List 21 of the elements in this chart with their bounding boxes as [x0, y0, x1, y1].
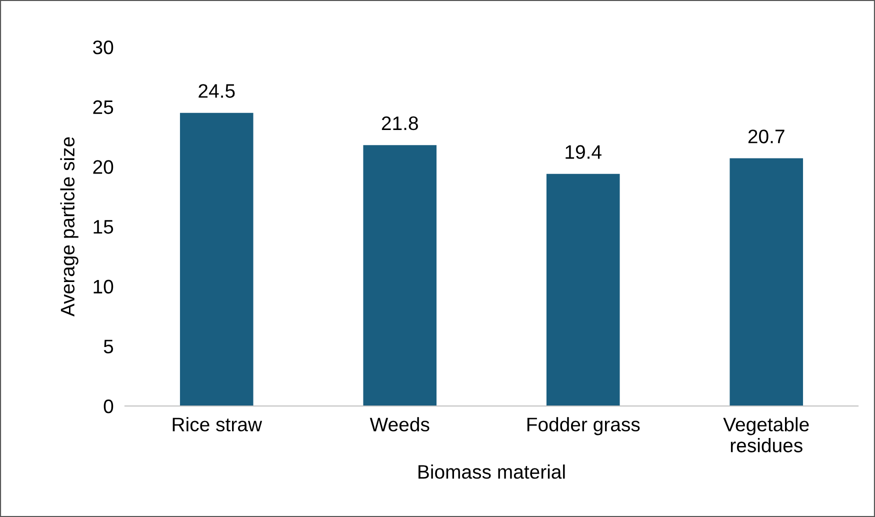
y-tick-label: 30 — [93, 40, 114, 54]
y-tick-label: 20 — [93, 160, 114, 174]
x-axis-title: Biomass material — [418, 464, 565, 479]
bar — [363, 145, 437, 406]
x-tick-label: Fodder grass — [527, 417, 640, 436]
bar — [730, 158, 804, 406]
data-label: 20.7 — [748, 130, 784, 144]
bar — [180, 112, 254, 406]
x-tick-label: Vegetable residues — [723, 417, 809, 452]
x-tick-label: Rice straw — [172, 417, 262, 432]
data-label: 19.4 — [566, 145, 602, 159]
y-tick-label: 15 — [94, 220, 114, 234]
y-tick-label: 25 — [93, 100, 114, 114]
y-tick-label: 10 — [94, 280, 114, 294]
y-tick-label: 0 — [104, 399, 114, 414]
y-tick-label: 5 — [104, 340, 114, 354]
data-label: 21.8 — [382, 116, 418, 130]
bar — [546, 174, 620, 406]
x-tick-label: Weeds — [370, 417, 430, 432]
data-label: 24.5 — [198, 84, 235, 98]
y-axis-title: Average particle size — [60, 137, 78, 317]
